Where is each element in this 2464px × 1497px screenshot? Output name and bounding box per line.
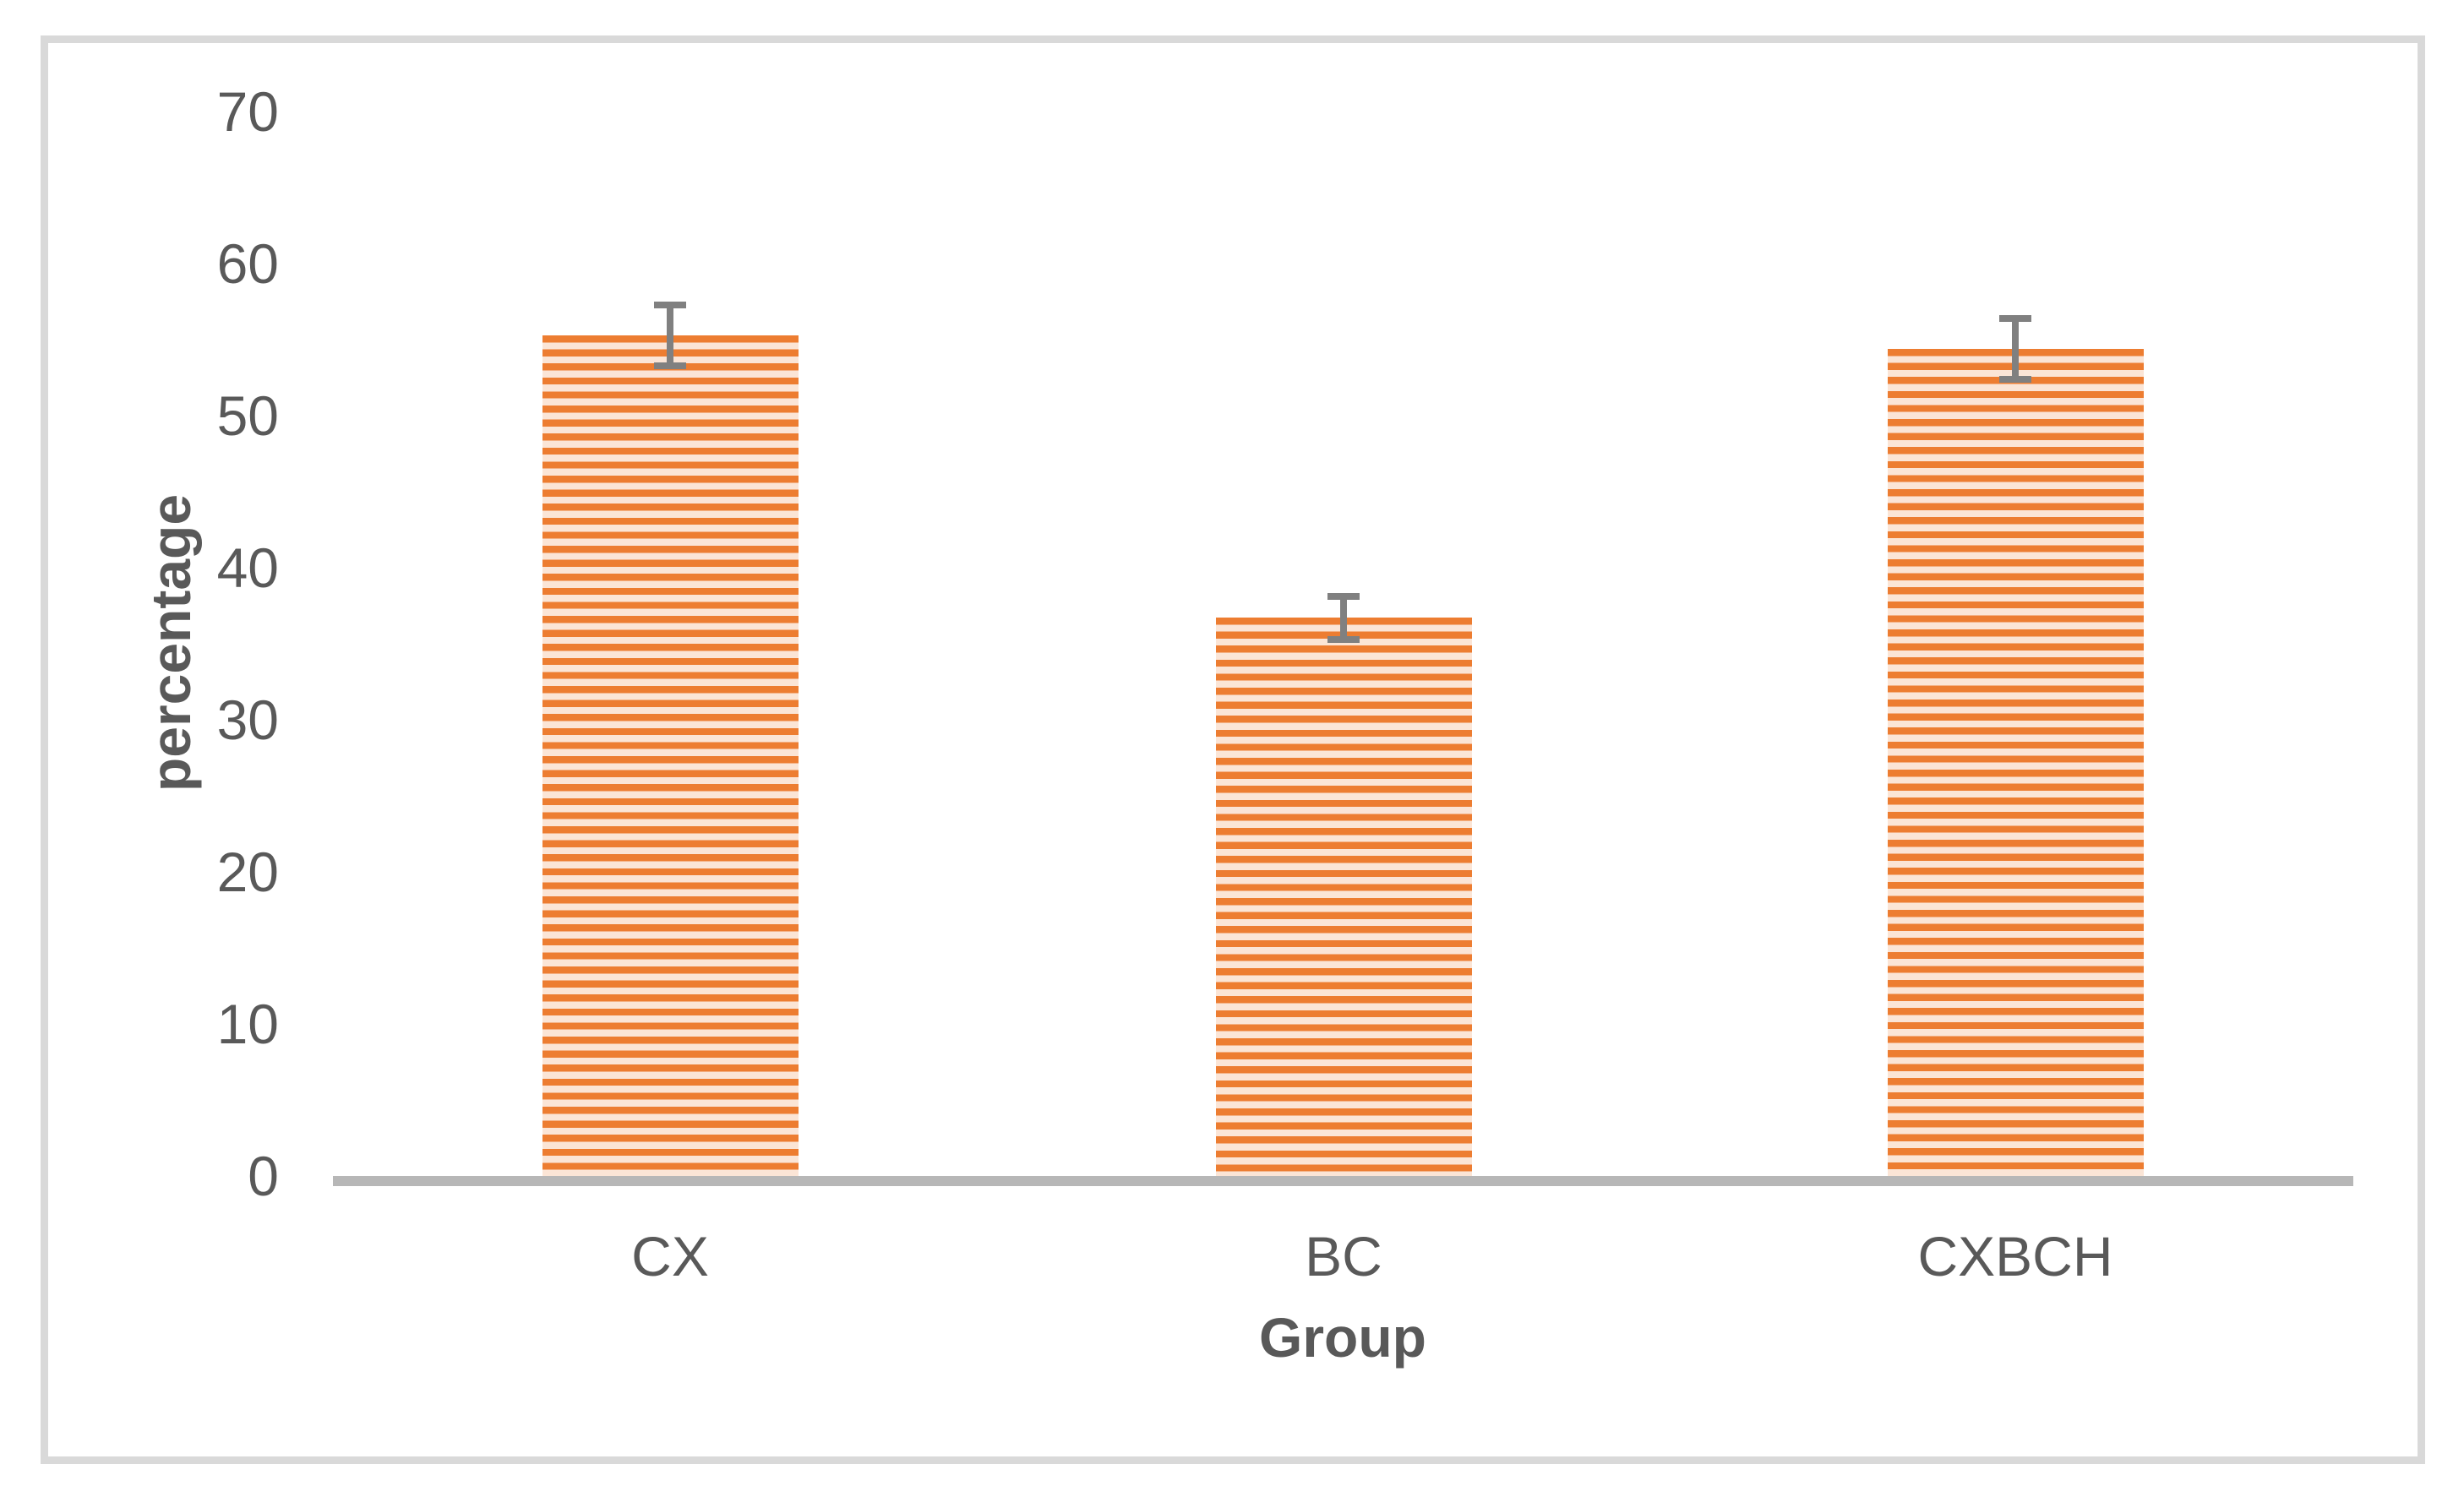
error-bar-line <box>1340 596 1347 640</box>
error-bar-bottom-cap <box>654 362 686 369</box>
x-tick-label: BC <box>1305 1225 1382 1287</box>
x-axis-title: Group <box>1259 1306 1426 1369</box>
y-tick-label: 70 <box>216 80 279 143</box>
bar <box>1215 618 1472 1176</box>
y-tick-label: 40 <box>216 536 279 599</box>
error-bar-line <box>2012 318 2019 379</box>
error-bar-line <box>667 304 673 366</box>
y-tick-label: 50 <box>216 384 279 447</box>
error-bar-bottom-cap <box>1999 375 2031 383</box>
y-tick-label: 30 <box>216 689 279 751</box>
x-tick-label: CX <box>631 1225 709 1287</box>
bar <box>542 335 799 1176</box>
x-tick-label: CXBCH <box>1917 1225 2113 1287</box>
y-tick-label: 60 <box>216 232 279 295</box>
bar <box>1887 348 2144 1176</box>
y-tick-label: 20 <box>216 841 279 903</box>
error-bar-top-cap <box>654 301 686 308</box>
error-bar-top-cap <box>1999 314 2031 322</box>
error-bar-bottom-cap <box>1327 635 1360 643</box>
error-bar-top-cap <box>1327 593 1360 601</box>
x-axis-line <box>333 1176 2353 1186</box>
y-tick-label: 10 <box>216 993 279 1055</box>
y-tick-label: 0 <box>248 1145 279 1207</box>
